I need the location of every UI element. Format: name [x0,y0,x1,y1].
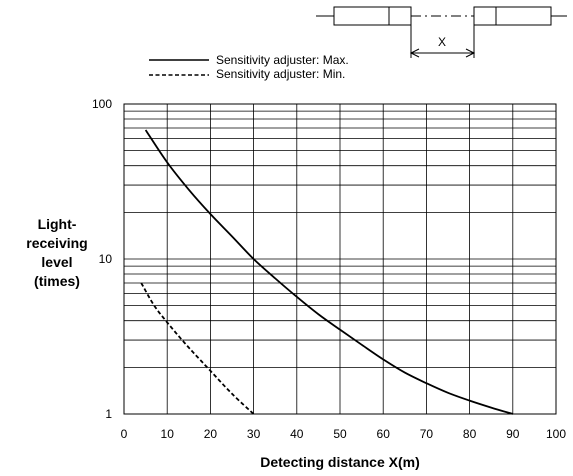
x-tick-label: 30 [247,427,261,441]
x-axis-title: Detecting distance X(m) [260,454,419,470]
dimension-arrow-right [465,48,476,58]
y-axis-title-line-4: (times) [34,273,80,289]
y-axis-title-line-1: Light- [38,216,77,232]
y-axis-title-line-2: receiving [26,235,87,251]
emitter-body [333,6,390,26]
x-tick-label: 60 [377,427,391,441]
y-axis-title: Light- receiving level (times) [26,216,87,289]
y-tick-label: 10 [99,252,113,266]
x-tick-label: 50 [333,427,347,441]
x-tick-label: 40 [290,427,304,441]
x-tick-label: 0 [121,427,128,441]
legend-label-min: Sensitivity adjuster: Min. [216,67,345,81]
y-tick-label: 1 [105,407,112,421]
y-tick-label: 100 [92,97,112,111]
x-tick-labels: 0 10 20 30 40 50 60 70 80 90 100 [121,427,567,441]
sensor-diagram [316,6,567,58]
receiver-body [495,6,552,26]
x-tick-label: 100 [546,427,566,441]
distance-x-label: X [438,35,446,49]
legend-label-max: Sensitivity adjuster: Max. [216,53,349,67]
y-axis-title-line-3: level [41,254,72,270]
legend: Sensitivity adjuster: Max. Sensitivity a… [149,53,349,81]
curves [140,129,514,415]
dimension-arrow-left [409,48,420,58]
grid [123,103,557,415]
x-tick-label: 80 [463,427,477,441]
y-tick-labels: 1 10 100 [92,97,112,421]
series-max-line [144,129,514,415]
series-min-line [140,282,255,415]
plot-frame [123,103,557,415]
x-tick-label: 10 [161,427,175,441]
x-tick-label: 70 [420,427,434,441]
receiver-lens [473,6,497,26]
x-tick-label: 20 [204,427,218,441]
emitter-lens [388,6,412,26]
x-tick-label: 90 [506,427,520,441]
